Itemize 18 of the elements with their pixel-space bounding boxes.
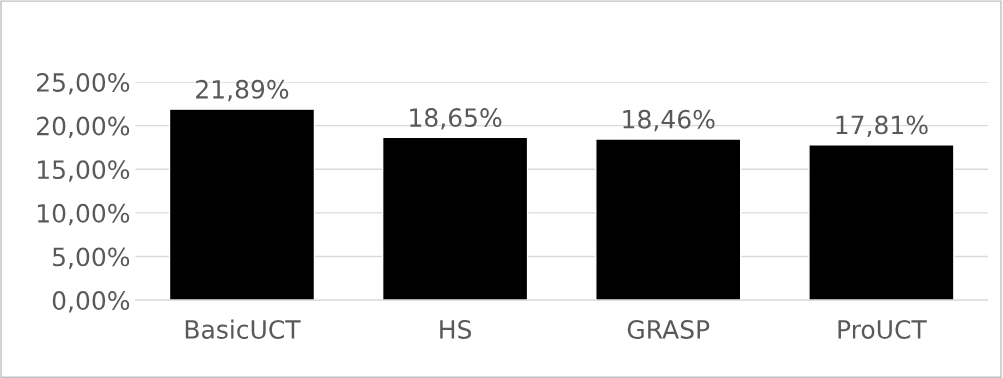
x-tick-label: BasicUCT (185, 319, 301, 339)
data-label: 18,65% (410, 108, 502, 130)
bar (595, 138, 742, 301)
y-tick-label: 0,00% (52, 291, 130, 313)
bar (381, 136, 529, 301)
data-label: 18,46% (623, 109, 715, 132)
y-tick-label: 25,00% (37, 72, 130, 95)
x-tick-label: GRASP (627, 320, 710, 339)
data-label: 17,81% (836, 115, 928, 137)
bar (808, 144, 955, 301)
y-tick-label: 5,00% (53, 247, 130, 269)
bar (168, 108, 316, 301)
x-tick-label: ProUCT (838, 320, 927, 339)
y-tick-label: 20,00% (37, 116, 130, 139)
x-tick-label: HS (440, 320, 472, 339)
y-tick-label: 15,00% (37, 160, 130, 182)
y-tick-label: 10,00% (37, 203, 130, 226)
data-label: 21,89% (196, 79, 289, 102)
